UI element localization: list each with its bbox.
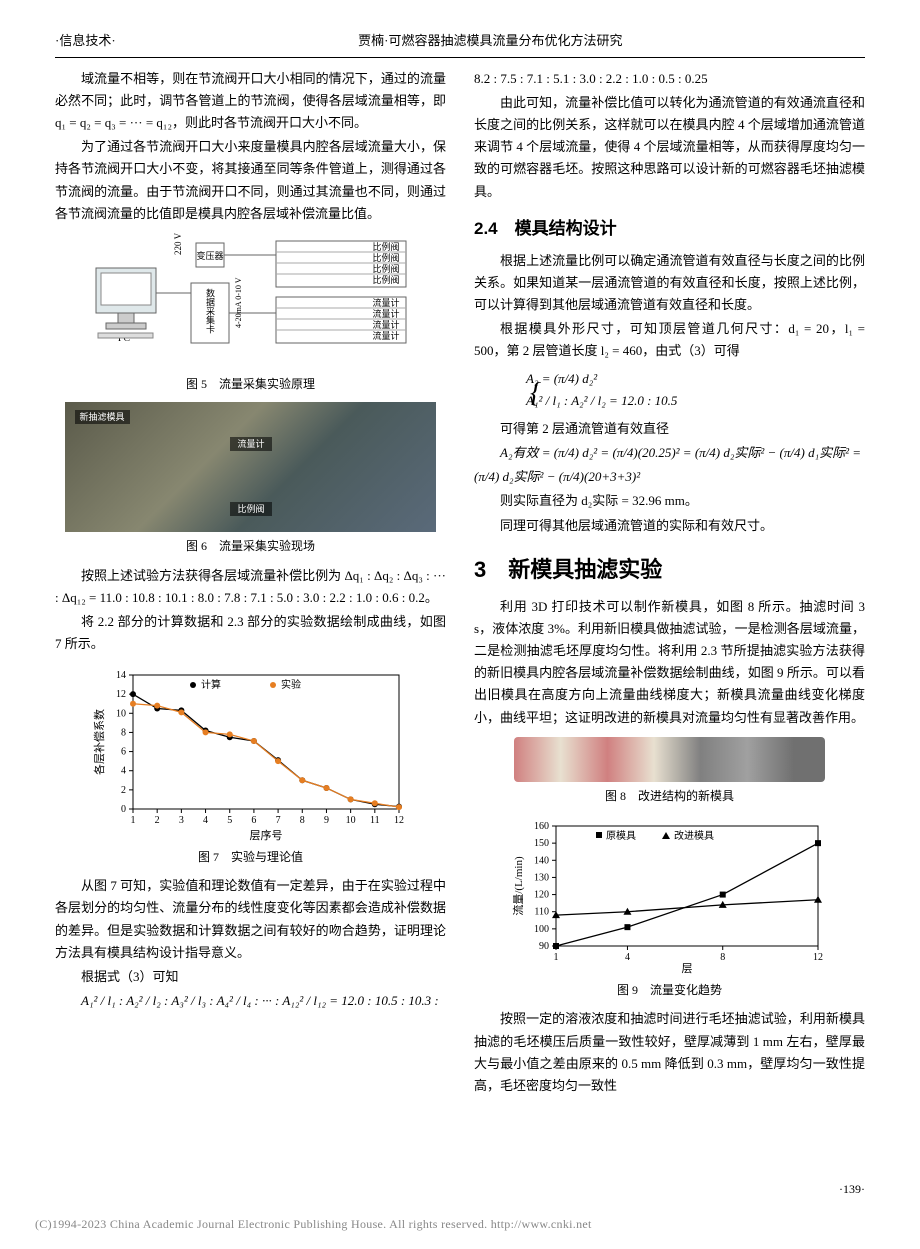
svg-text:比例阀: 比例阀 (372, 274, 399, 285)
para: 从图 7 可知，实验值和理论数值有一定差异，由于在实验过程中各层划分的均匀性、流… (55, 875, 446, 963)
para: 8.2 : 7.5 : 7.1 : 5.1 : 3.0 : 2.2 : 1.0 … (474, 68, 865, 90)
svg-text:改进模具: 改进模具 (674, 829, 714, 842)
svg-text:比例阀: 比例阀 (372, 241, 399, 252)
svg-text:流量计: 流量计 (372, 319, 399, 330)
svg-text:4: 4 (203, 815, 208, 826)
svg-text:220 V: 220 V (173, 233, 183, 255)
svg-text:流量计: 流量计 (237, 438, 264, 449)
fig6-caption: 图 6 流量采集实验现场 (55, 536, 446, 556)
svg-text:2: 2 (121, 785, 126, 796)
fig7-chart: 02468101214123456789101112计算实验层序号各层补偿系数 (85, 661, 416, 841)
header-center: 贾楠·可燃容器抽滤模具流量分布优化方法研究 (358, 30, 622, 52)
page-number: ·139· (839, 1179, 865, 1199)
para: 域流量不相等，则在节流阀开口大小相同的情况下，通过的流量必然不同；此时，调节各管… (55, 68, 446, 134)
svg-text:新抽滤模具: 新抽滤模具 (79, 411, 124, 422)
para: 根据上述流量比例可以确定通流管道有效直径与长度之间的比例关系。如果知道某一层通流… (474, 250, 865, 316)
heading-2-4: 2.4 模具结构设计 (474, 215, 865, 244)
svg-text:4-20mA 0-10 V: 4-20mA 0-10 V (234, 277, 243, 328)
para: 同理可得其他层域通流管道的实际和有效尺寸。 (474, 515, 865, 537)
svg-text:计算: 计算 (201, 678, 221, 691)
svg-text:2: 2 (154, 815, 159, 826)
svg-text:流量/(L/min): 流量/(L/min) (511, 856, 525, 916)
svg-text:比例阀: 比例阀 (372, 263, 399, 274)
svg-text:流量计: 流量计 (372, 297, 399, 308)
right-column: 8.2 : 7.5 : 7.1 : 5.1 : 3.0 : 2.2 : 1.0 … (474, 68, 865, 1099)
equation-block: { A₂ = (π/4) d₂² A₁² / l₁ : A₂² / l₂ = 1… (474, 368, 865, 412)
svg-text:5: 5 (227, 815, 232, 826)
fig8-photo (474, 737, 865, 782)
svg-text:14: 14 (116, 670, 126, 681)
svg-text:4: 4 (624, 952, 629, 963)
svg-text:8: 8 (121, 727, 126, 738)
fig5-diagram: PC 220 V 变压器 数据采集卡 4-20mA 0-10 V (55, 233, 446, 370)
columns: 域流量不相等，则在节流阀开口大小相同的情况下，通过的流量必然不同；此时，调节各管… (55, 68, 865, 1099)
para: 按照上述试验方法获得各层域流量补偿比例为 Δq₁ : Δq₂ : Δq₃ : ·… (55, 565, 446, 609)
svg-text:1: 1 (553, 952, 558, 963)
svg-text:9: 9 (323, 815, 328, 826)
fig5-svg: PC 220 V 变压器 数据采集卡 4-20mA 0-10 V (86, 233, 416, 363)
svg-text:各层补偿系数: 各层补偿系数 (92, 709, 106, 775)
svg-text:8: 8 (299, 815, 304, 826)
svg-text:原模具: 原模具 (606, 830, 636, 842)
equation: A₂有效 = (π/4) d₂² = (π/4)(20.25)² = (π/4)… (474, 442, 865, 464)
svg-text:变压器: 变压器 (196, 250, 223, 261)
svg-text:流量计: 流量计 (372, 330, 399, 341)
svg-text:6: 6 (251, 815, 256, 826)
svg-text:3: 3 (178, 815, 183, 826)
svg-text:140: 140 (534, 855, 549, 866)
svg-text:数据采集卡: 数据采集卡 (205, 287, 215, 334)
svg-text:160: 160 (534, 821, 549, 832)
svg-text:层序号: 层序号 (249, 828, 282, 841)
para: 可得第 2 层通流管道有效直径 (474, 418, 865, 440)
para: 将 2.2 部分的计算数据和 2.3 部分的实验数据绘制成曲线，如图 7 所示。 (55, 611, 446, 655)
svg-text:100: 100 (534, 924, 549, 935)
svg-text:11: 11 (369, 815, 379, 826)
svg-text:7: 7 (275, 815, 280, 826)
svg-text:12: 12 (813, 952, 823, 963)
page-header: ·信息技术· 贾楠·可燃容器抽滤模具流量分布优化方法研究 (55, 30, 865, 58)
svg-text:90: 90 (539, 941, 549, 952)
para: 根据模具外形尺寸，可知顶层管道几何尺寸：d₁ = 20，l₁ = 500，第 2… (474, 318, 865, 362)
svg-text:12: 12 (394, 815, 404, 826)
svg-text:10: 10 (116, 708, 126, 719)
para: 则实际直径为 d₂实际 = 32.96 mm。 (474, 490, 865, 512)
fig7-caption: 图 7 实验与理论值 (55, 847, 446, 867)
svg-text:110: 110 (534, 907, 549, 918)
fig5-caption: 图 5 流量采集实验原理 (55, 374, 446, 394)
svg-text:12: 12 (116, 689, 126, 700)
svg-text:1: 1 (130, 815, 135, 826)
fig8-caption: 图 8 改进结构的新模具 (474, 786, 865, 806)
svg-text:比例阀: 比例阀 (372, 252, 399, 263)
left-column: 域流量不相等，则在节流阀开口大小相同的情况下，通过的流量必然不同；此时，调节各管… (55, 68, 446, 1099)
heading-3: 3 新模具抽滤实验 (474, 551, 865, 588)
para: 由此可知，流量补偿比值可以转化为通流管道的有效通流直径和长度之间的比例关系，这样… (474, 92, 865, 202)
para: 利用 3D 打印技术可以制作新模具，如图 8 所示。抽滤时间 3 s，液体浓度 … (474, 596, 865, 729)
svg-text:流量计: 流量计 (372, 308, 399, 319)
svg-text:120: 120 (534, 890, 549, 901)
header-left: ·信息技术· (55, 30, 116, 52)
fig9-caption: 图 9 流量变化趋势 (474, 980, 865, 1000)
svg-text:8: 8 (720, 952, 725, 963)
svg-text:130: 130 (534, 872, 549, 883)
svg-text:层: 层 (681, 962, 692, 974)
para: 根据式（3）可知 (55, 966, 446, 988)
para: 为了通过各节流阀开口大小来度量模具内腔各层域流量大小，保持各节流阀开口大小不变，… (55, 136, 446, 224)
svg-text:4: 4 (121, 766, 126, 777)
para: 按照一定的溶液浓度和抽滤时间进行毛坯抽滤试验，利用新模具抽滤的毛坯模压后质量一致… (474, 1008, 865, 1096)
svg-text:比例阀: 比例阀 (237, 503, 264, 514)
copyright: (C)1994-2023 China Academic Journal Elec… (35, 1214, 592, 1234)
fig9-chart: 90 100 110 120 130 140 150 160 1 4 8 12 原模具 改进模具层 流量/(… (504, 814, 835, 974)
svg-text:150: 150 (534, 838, 549, 849)
svg-text:6: 6 (121, 747, 126, 758)
fig6-photo: 新抽滤模具 流量计 比例阀 (55, 402, 446, 532)
svg-text:实验: 实验 (281, 678, 301, 691)
equation: A₁² / l₁ : A₂² / l₂ : A₃² / l₃ : A₄² / l… (55, 990, 446, 1012)
svg-text:0: 0 (121, 804, 126, 815)
equation: (π/4) d₂实际² − (π/4)(20+3+3)² (474, 466, 865, 488)
svg-text:10: 10 (345, 815, 355, 826)
